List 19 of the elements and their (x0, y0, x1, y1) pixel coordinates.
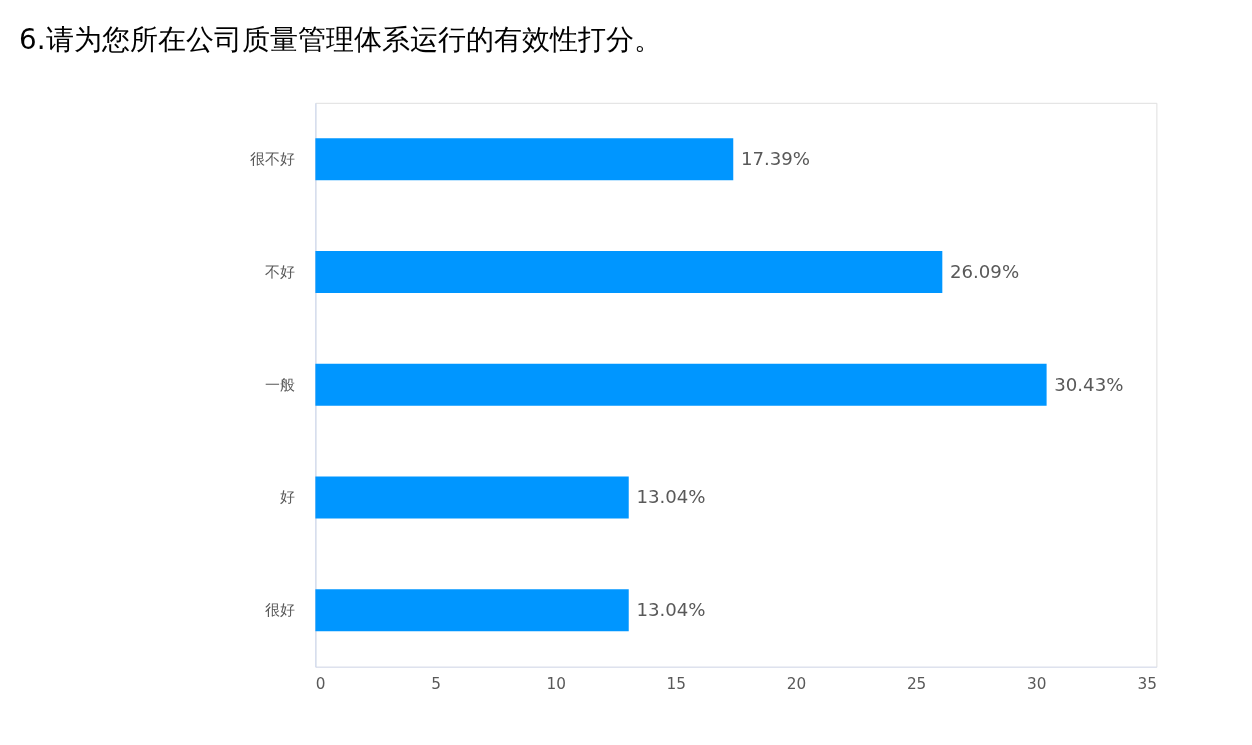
x-tick-label: 20 (786, 675, 807, 694)
y-tick-label: 好 (279, 488, 295, 507)
x-tick-label: 25 (906, 675, 927, 694)
chart-title: 6.请为您所在公司质量管理体系运行的有效性打分。 (19, 23, 662, 57)
y-tick-label: 很不好 (249, 150, 295, 169)
x-tick-label: 15 (666, 675, 687, 694)
x-tick-label: 35 (1137, 675, 1157, 694)
x-tick-label: 5 (431, 675, 441, 694)
data-label: 13.04% (636, 599, 706, 621)
x-tick-label: 0 (315, 675, 326, 694)
data-label: 13.04% (636, 486, 706, 508)
y-tick-label: 一般 (264, 375, 295, 394)
x-tick-label: 30 (1027, 675, 1047, 694)
data-label: 26.09% (949, 260, 1020, 282)
data-label: 30.43% (1054, 373, 1124, 395)
y-tick-label: 不好 (264, 262, 295, 281)
y-tick-label: 很好 (264, 601, 295, 620)
x-tick-label: 10 (546, 675, 566, 694)
data-label: 17.39% (740, 147, 811, 169)
